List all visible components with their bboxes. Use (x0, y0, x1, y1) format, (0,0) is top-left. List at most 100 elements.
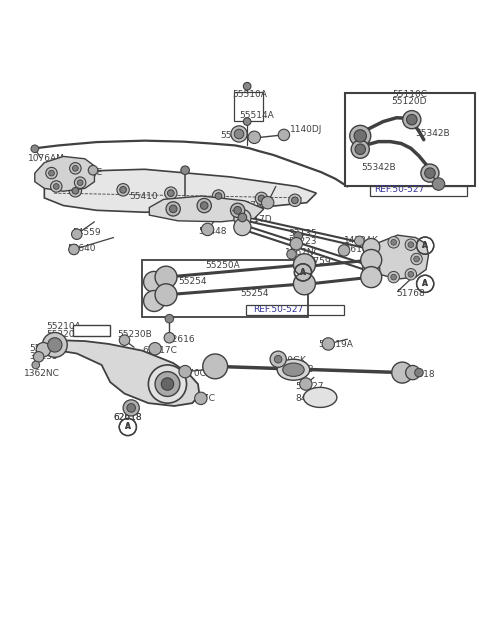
Text: 55220A: 55220A (47, 330, 81, 339)
Circle shape (72, 188, 79, 194)
Text: 62618: 62618 (406, 370, 435, 379)
Circle shape (354, 130, 366, 142)
Text: 1140DJ: 1140DJ (290, 125, 323, 134)
Circle shape (355, 236, 364, 245)
Circle shape (149, 343, 161, 355)
Circle shape (74, 177, 86, 188)
Circle shape (238, 213, 247, 222)
Text: 55254: 55254 (240, 289, 268, 298)
Text: 55117D: 55117D (236, 216, 272, 224)
Circle shape (391, 274, 396, 280)
Circle shape (120, 186, 126, 193)
Text: 62617C: 62617C (180, 394, 215, 403)
Polygon shape (47, 340, 199, 406)
Circle shape (287, 249, 296, 259)
Text: A: A (125, 422, 131, 432)
Text: 55254: 55254 (178, 277, 206, 286)
Text: 55270C: 55270C (171, 369, 205, 378)
Circle shape (166, 202, 180, 216)
Circle shape (248, 131, 261, 143)
Circle shape (181, 166, 190, 174)
Circle shape (179, 366, 192, 378)
Circle shape (48, 170, 54, 176)
Text: 55342B: 55342B (416, 130, 450, 138)
Circle shape (36, 343, 50, 357)
Polygon shape (149, 196, 264, 222)
Circle shape (403, 111, 421, 129)
Circle shape (144, 272, 165, 292)
Text: 1076AM: 1076AM (28, 155, 64, 163)
Text: 55210A: 55210A (47, 322, 82, 331)
Text: 55514A: 55514A (240, 112, 274, 120)
Circle shape (119, 335, 130, 345)
Circle shape (123, 400, 139, 416)
Circle shape (69, 184, 82, 197)
Text: 1327AD: 1327AD (234, 201, 270, 209)
Circle shape (50, 181, 62, 192)
Text: 55110C: 55110C (392, 90, 427, 99)
Bar (370, 186, 467, 196)
Text: 55223: 55223 (29, 345, 58, 353)
Circle shape (32, 361, 39, 369)
Circle shape (243, 82, 251, 90)
Circle shape (414, 256, 420, 262)
Circle shape (262, 196, 274, 209)
Circle shape (350, 125, 371, 146)
Circle shape (408, 242, 414, 247)
Circle shape (363, 239, 380, 255)
Circle shape (361, 267, 382, 288)
Circle shape (425, 168, 435, 178)
Circle shape (155, 284, 177, 306)
Text: A: A (422, 241, 428, 250)
Circle shape (290, 237, 302, 250)
Circle shape (234, 219, 251, 235)
Circle shape (46, 168, 57, 179)
Text: 55223: 55223 (288, 237, 317, 246)
Circle shape (293, 254, 315, 276)
Circle shape (234, 129, 244, 139)
Circle shape (231, 126, 247, 142)
Text: 55250A: 55250A (205, 260, 240, 270)
Circle shape (88, 166, 98, 175)
Text: 55513A: 55513A (220, 131, 255, 140)
Circle shape (72, 229, 82, 239)
Text: A: A (422, 279, 428, 288)
Circle shape (197, 198, 211, 212)
Circle shape (351, 140, 369, 158)
Text: 62618: 62618 (339, 245, 368, 254)
Circle shape (300, 255, 315, 270)
Circle shape (291, 197, 298, 204)
Circle shape (391, 239, 396, 245)
Text: 54559: 54559 (72, 228, 101, 237)
Text: REF.50-527: REF.50-527 (253, 305, 304, 313)
Circle shape (164, 333, 175, 343)
Text: 55227: 55227 (295, 382, 324, 391)
Circle shape (408, 272, 414, 277)
Text: 1362NC: 1362NC (24, 369, 60, 378)
Polygon shape (35, 156, 95, 191)
Circle shape (200, 202, 208, 209)
Circle shape (270, 351, 286, 368)
Circle shape (258, 195, 265, 202)
Circle shape (322, 338, 335, 350)
Text: A: A (125, 422, 131, 432)
Text: 51768: 51768 (396, 289, 425, 298)
Text: 1731JF: 1731JF (159, 204, 190, 214)
Circle shape (155, 266, 177, 288)
Text: REF.50-527: REF.50-527 (374, 185, 425, 194)
Circle shape (42, 333, 67, 358)
Circle shape (355, 144, 365, 155)
Circle shape (230, 203, 245, 217)
Circle shape (415, 368, 423, 377)
Circle shape (392, 362, 413, 383)
Circle shape (144, 290, 165, 312)
Circle shape (294, 232, 302, 240)
Bar (246, 305, 344, 315)
Circle shape (405, 269, 417, 280)
Ellipse shape (303, 388, 337, 407)
Circle shape (406, 366, 420, 380)
Text: 33135: 33135 (29, 352, 58, 361)
Circle shape (69, 244, 79, 255)
Circle shape (407, 115, 417, 125)
Circle shape (127, 404, 135, 412)
